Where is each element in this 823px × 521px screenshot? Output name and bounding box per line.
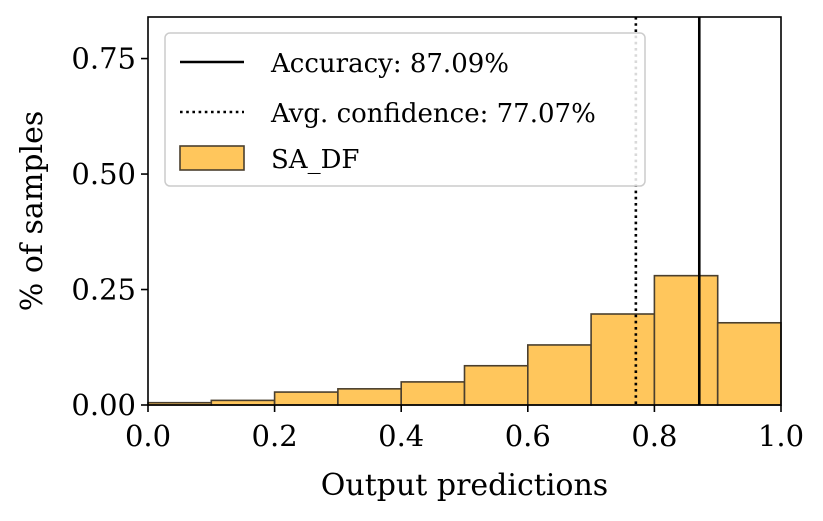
x-axis-label: Output predictions bbox=[321, 468, 608, 503]
legend-accuracy-label: Accuracy: 87.09% bbox=[270, 49, 509, 79]
legend-confidence-label: Avg. confidence: 77.07% bbox=[270, 99, 596, 129]
legend-sa-df-patch-icon bbox=[179, 145, 245, 171]
y-tick-label: 0.75 bbox=[71, 42, 136, 76]
legend-box bbox=[164, 32, 646, 187]
histogram-bar-7 bbox=[590, 313, 656, 406]
y-axis-ticks: 0.00 0.25 0.50 0.75 bbox=[71, 42, 148, 422]
histogram-bar-2 bbox=[273, 391, 339, 406]
histogram-bar-5 bbox=[463, 364, 529, 406]
legend-sa-df-label: SA_DF bbox=[271, 145, 359, 175]
y-tick-label: 0.00 bbox=[71, 388, 136, 422]
x-tick-label: 0.2 bbox=[252, 419, 298, 453]
y-tick-label: 0.25 bbox=[71, 273, 136, 307]
x-tick-label: 0.0 bbox=[125, 419, 171, 453]
reference-lines bbox=[634, 17, 701, 405]
histogram-bars bbox=[147, 274, 782, 406]
y-axis-label: % of samples bbox=[15, 111, 50, 311]
x-tick-label: 0.4 bbox=[378, 419, 424, 453]
axes-frame bbox=[147, 16, 782, 406]
histogram-bar-8 bbox=[653, 274, 719, 406]
histogram-bar-3 bbox=[337, 388, 402, 406]
x-tick-label: 1.0 bbox=[758, 419, 804, 453]
y-tick-label: 0.50 bbox=[71, 157, 136, 191]
histogram-bar-9 bbox=[716, 321, 782, 406]
histogram-bar-6 bbox=[526, 344, 592, 406]
histogram-bar-4 bbox=[400, 381, 466, 406]
x-axis-ticks: 0.0 0.2 0.4 0.6 0.8 1.0 bbox=[125, 405, 804, 453]
x-tick-label: 0.8 bbox=[631, 419, 677, 453]
legend: Accuracy: 87.09% Avg. confidence: 77.07%… bbox=[164, 32, 646, 187]
x-tick-label: 0.6 bbox=[505, 419, 551, 453]
